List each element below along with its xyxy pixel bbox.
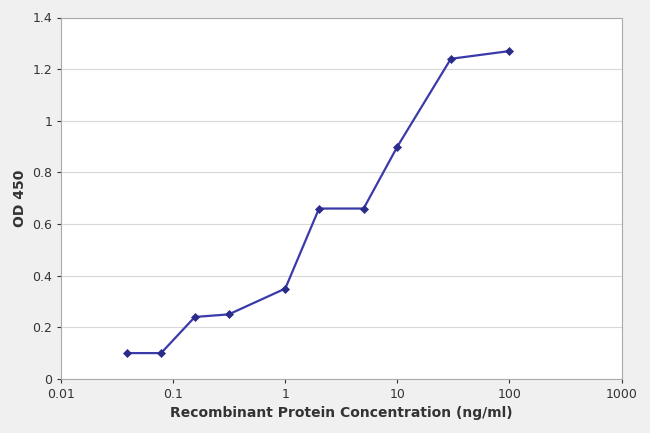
Y-axis label: OD 450: OD 450 [12,170,27,227]
X-axis label: Recombinant Protein Concentration (ng/ml): Recombinant Protein Concentration (ng/ml… [170,407,513,420]
